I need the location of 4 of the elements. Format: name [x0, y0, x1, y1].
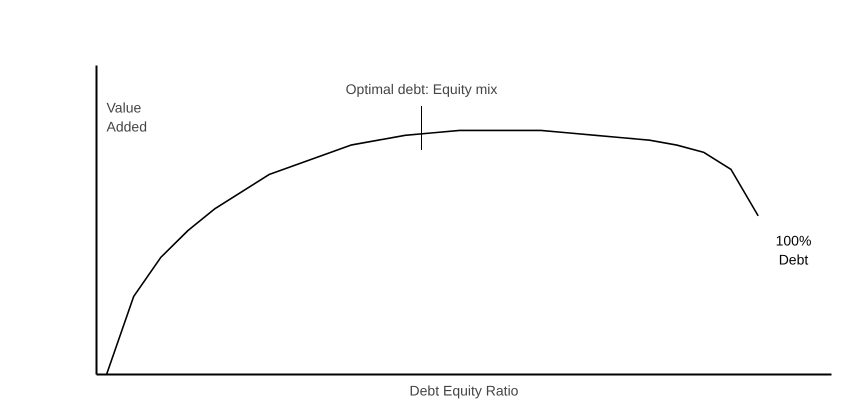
text: Optimal debt: Equity mix — [346, 80, 498, 97]
y-axis-title: Value Added — [106, 99, 147, 134]
text: 100% Debt — [776, 232, 812, 268]
x-axis-title: Debt Equity Ratio — [410, 382, 519, 398]
